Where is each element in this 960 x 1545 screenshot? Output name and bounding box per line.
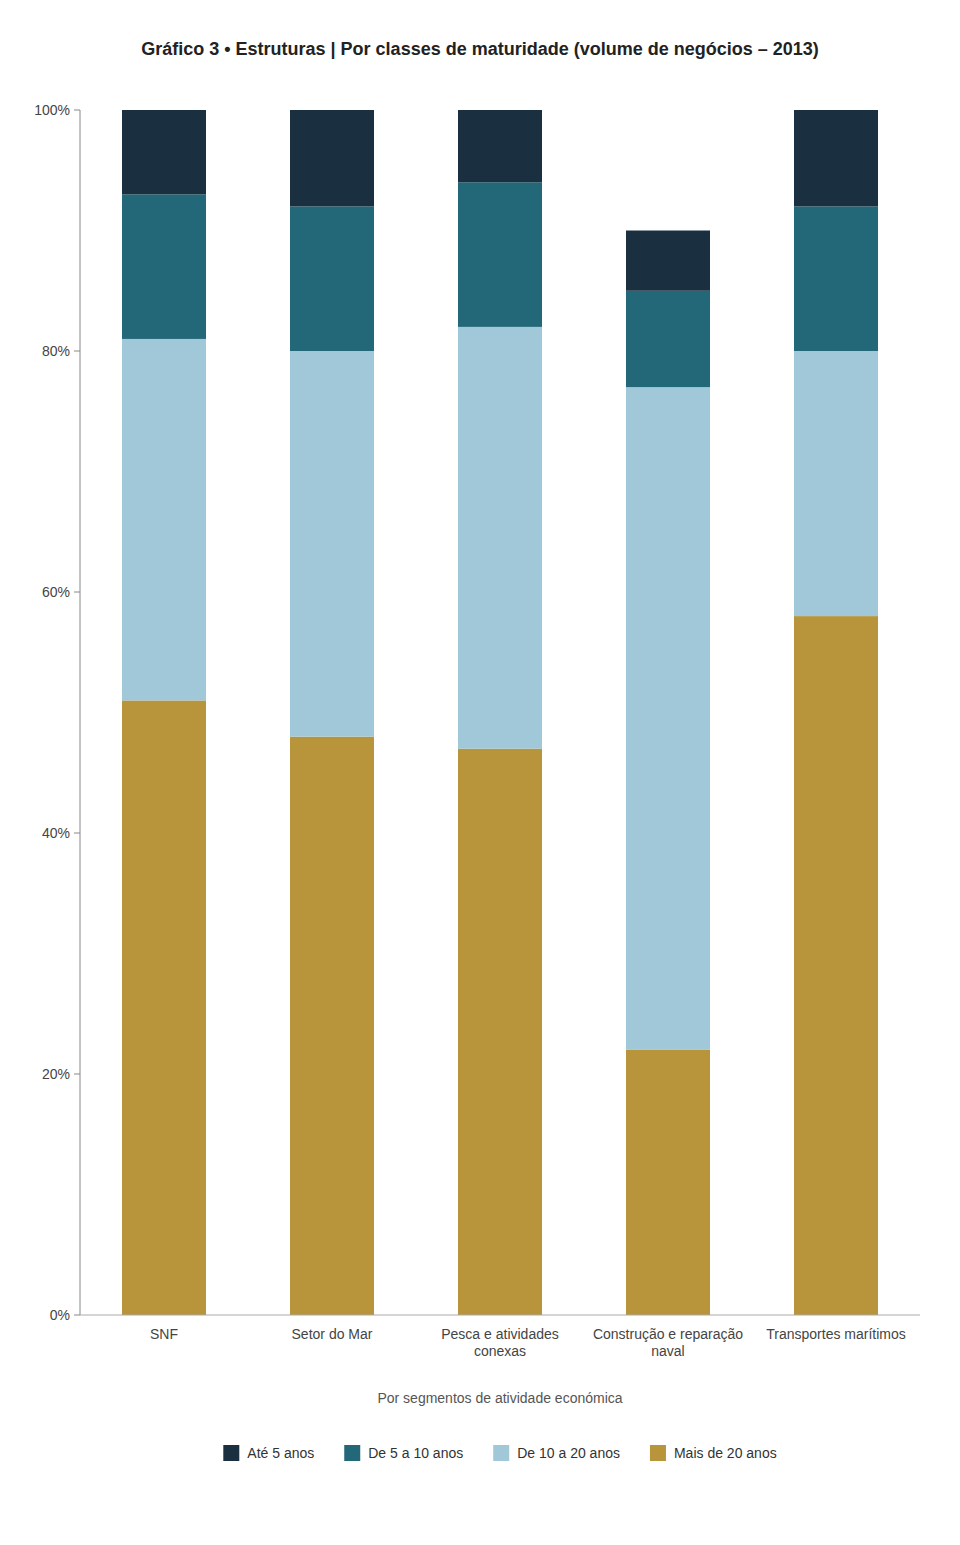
- background: [0, 0, 960, 1545]
- legend-item: De 5 a 10 anos: [344, 1445, 463, 1461]
- bar-segment: [626, 387, 710, 1050]
- bar-segment: [626, 1050, 710, 1315]
- bar-segment: [122, 700, 206, 1315]
- bar-segment: [626, 291, 710, 387]
- y-tick: [74, 833, 80, 834]
- bar-segment: [794, 110, 878, 206]
- chart-title: Gráfico 3 • Estruturas | Por classes de …: [141, 39, 819, 59]
- x-tick-label: SNF: [150, 1326, 178, 1342]
- legend-swatch: [344, 1445, 360, 1461]
- y-tick: [74, 592, 80, 593]
- x-tick-label-line: Pesca e atividades: [441, 1326, 559, 1342]
- y-tick-label: 20%: [42, 1066, 70, 1082]
- y-tick: [74, 1315, 80, 1316]
- bar-segment: [458, 182, 542, 327]
- x-tick-label: Setor do Mar: [292, 1326, 373, 1342]
- y-tick-label: 80%: [42, 343, 70, 359]
- legend-item: Mais de 20 anos: [650, 1445, 777, 1461]
- bar-segment: [626, 231, 710, 291]
- x-tick-label-line: naval: [651, 1343, 684, 1359]
- legend-item: Até 5 anos: [223, 1445, 314, 1461]
- legend-swatch: [223, 1445, 239, 1461]
- bar-segment: [290, 206, 374, 351]
- x-axis-line: [80, 1315, 920, 1316]
- x-tick-label-line: Construção e reparação: [593, 1326, 743, 1342]
- legend-label: De 10 a 20 anos: [517, 1445, 620, 1461]
- chart-svg: Gráfico 3 • Estruturas | Por classes de …: [0, 0, 960, 1545]
- y-tick: [74, 351, 80, 352]
- x-tick-label-line: Transportes marítimos: [766, 1326, 906, 1342]
- y-tick-label: 100%: [34, 102, 70, 118]
- y-tick-label: 0%: [50, 1307, 70, 1323]
- bar-segment: [122, 110, 206, 194]
- x-tick-label-line: SNF: [150, 1326, 178, 1342]
- legend-swatch: [650, 1445, 666, 1461]
- bar-segment: [794, 616, 878, 1315]
- legend-item: De 10 a 20 anos: [493, 1445, 620, 1461]
- bar-segment: [122, 339, 206, 701]
- legend: Até 5 anos De 5 a 10 anos De 10 a 20 anos M…: [223, 1445, 776, 1461]
- y-axis: 0% 20% 40% 60% 80% 100%: [34, 102, 80, 1323]
- x-tick-label: Pesca e atividadesconexas: [441, 1326, 559, 1359]
- y-tick: [74, 110, 80, 111]
- y-tick-label: 60%: [42, 584, 70, 600]
- x-tick-label-line: conexas: [474, 1343, 526, 1359]
- y-tick: [74, 1074, 80, 1075]
- bar-segment: [458, 110, 542, 182]
- series: [122, 327, 878, 1050]
- legend-swatch: [493, 1445, 509, 1461]
- x-tick-label: Construção e reparaçãonaval: [593, 1326, 743, 1359]
- bar-segment: [290, 351, 374, 737]
- legend-label: Mais de 20 anos: [674, 1445, 777, 1461]
- bar-segment: [290, 110, 374, 206]
- y-axis-line: [80, 110, 81, 1315]
- bar-segment: [290, 737, 374, 1315]
- series: [122, 182, 878, 387]
- x-axis-label: Por segmentos de atividade económica: [377, 1390, 622, 1406]
- legend-label: De 5 a 10 anos: [368, 1445, 463, 1461]
- y-tick-label: 40%: [42, 825, 70, 841]
- bar-segment: [122, 194, 206, 339]
- bar-segment: [458, 749, 542, 1315]
- bar-segment: [794, 206, 878, 351]
- x-axis: SNF Setor do Mar Pesca e atividadesconexas…: [150, 1326, 906, 1359]
- bar-segment: [794, 351, 878, 616]
- x-tick-label: Transportes marítimos: [766, 1326, 906, 1342]
- bars: [122, 110, 878, 1315]
- x-tick-label-line: Setor do Mar: [292, 1326, 373, 1342]
- legend-label: Até 5 anos: [247, 1445, 314, 1461]
- series: [122, 110, 878, 291]
- bar-segment: [458, 327, 542, 749]
